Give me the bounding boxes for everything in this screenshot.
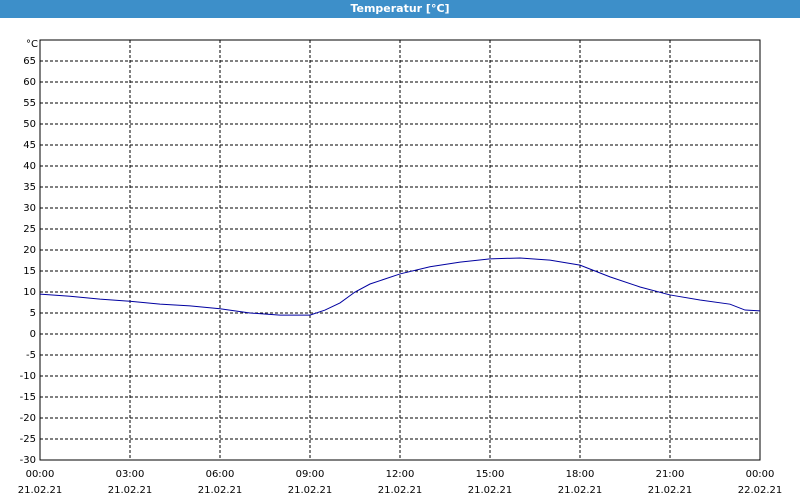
y-tick-label: 10 xyxy=(23,287,36,298)
x-tick-label: 21.02.21 xyxy=(18,485,63,496)
x-tick-label: 21.02.21 xyxy=(108,485,153,496)
x-tick-label: 00:00 xyxy=(26,469,55,480)
x-tick-label: 21:00 xyxy=(656,469,685,480)
x-tick-label: 15:00 xyxy=(476,469,505,480)
y-tick-label: -25 xyxy=(20,434,36,445)
y-tick-label: 30 xyxy=(23,203,36,214)
y-tick-label: 0 xyxy=(30,329,36,340)
y-tick-label: 55 xyxy=(23,98,36,109)
x-tick-label: 21.02.21 xyxy=(558,485,603,496)
title-bar: Temperatur [°C] xyxy=(0,0,800,18)
line-series xyxy=(39,257,761,316)
x-tick-label: 21.02.21 xyxy=(198,485,243,496)
y-tick-label: 5 xyxy=(30,308,36,319)
y-tick-label: 25 xyxy=(23,224,36,235)
y-tick-label: 35 xyxy=(23,182,36,193)
y-tick-label: 50 xyxy=(23,119,36,130)
x-tick-label: 12:00 xyxy=(386,469,415,480)
x-tick-label: 09:00 xyxy=(296,469,325,480)
y-tick-label: 60 xyxy=(23,77,36,88)
x-tick-label: 06:00 xyxy=(206,469,235,480)
x-tick-label: 00:00 xyxy=(746,469,775,480)
y-tick-label: 20 xyxy=(23,245,36,256)
x-tick-label: 22.02.21 xyxy=(738,485,783,496)
y-tick-label: -30 xyxy=(20,455,36,466)
y-tick-label: -5 xyxy=(26,350,36,361)
y-tick-label: -10 xyxy=(20,371,36,382)
x-tick-label: 21.02.21 xyxy=(288,485,333,496)
y-tick-label: 45 xyxy=(23,140,36,151)
chart-title: Temperatur [°C] xyxy=(350,2,450,15)
x-tick-label: 03:00 xyxy=(116,469,145,480)
x-tick-label: 21.02.21 xyxy=(468,485,513,496)
x-tick-label: 21.02.21 xyxy=(378,485,423,496)
y-unit: °C xyxy=(26,39,38,50)
y-tick-label: -15 xyxy=(20,392,36,403)
y-tick-label: 65 xyxy=(23,56,36,67)
plot-border xyxy=(39,39,761,461)
x-tick-label: 18:00 xyxy=(566,469,595,480)
y-tick-label: 15 xyxy=(23,266,36,277)
y-tick-label: 40 xyxy=(23,161,36,172)
y-tick-label: -20 xyxy=(20,413,36,424)
x-tick-label: 21.02.21 xyxy=(648,485,693,496)
